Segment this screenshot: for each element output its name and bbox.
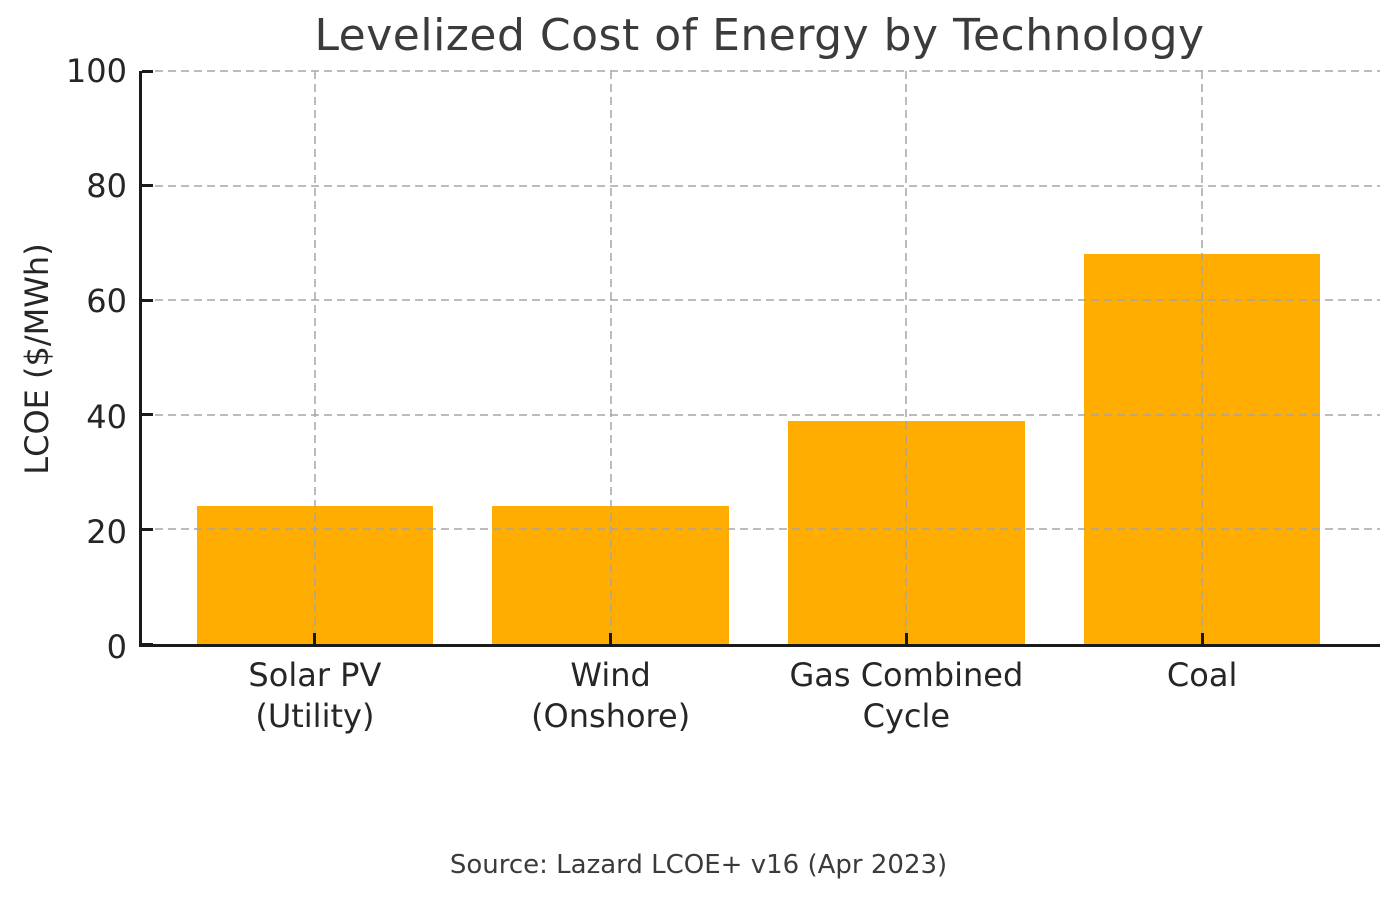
category-slot-wind-onshore: Wind (Onshore) xyxy=(463,71,759,735)
y-tick-labels: 0 20 40 60 80 100 xyxy=(0,55,127,663)
source-note: Source: Lazard LCOE+ v16 (Apr 2023) xyxy=(449,850,948,880)
bar-solar-pv-utility xyxy=(196,506,434,644)
category-slot-gas-combined-cycle: Gas Combined Cycle xyxy=(759,71,1055,735)
category-slot-coal: Coal xyxy=(1054,71,1350,694)
y-tick-label-80: 80 xyxy=(86,167,127,206)
x-tick-label-solar-pv-utility: Solar PV (Utility) xyxy=(248,656,382,735)
x-tick-label-coal: Coal xyxy=(1166,656,1238,694)
bar-coal xyxy=(1083,254,1321,644)
y-tick-label-0: 0 xyxy=(106,628,127,666)
bar-wind-onshore xyxy=(492,506,729,644)
y-tick-label-60: 60 xyxy=(86,282,127,321)
x-tick-label-gas-combined-cycle: Gas Combined Cycle xyxy=(789,656,1024,735)
y-tick-label-100: 100 xyxy=(65,52,127,90)
y-tick-label-20: 20 xyxy=(86,512,127,551)
chart-title: Levelized Cost of Energy by Technology xyxy=(314,10,1205,61)
y-tick-label-40: 40 xyxy=(86,397,127,436)
bar-gas-combined-cycle xyxy=(788,420,1025,644)
category-slot-solar-pv-utility: Solar PV (Utility) xyxy=(167,71,463,735)
x-tick-label-wind-onshore: Wind (Onshore) xyxy=(531,656,691,735)
plot-slots: Solar PV (Utility) Wind (Onshore) Gas Combin… xyxy=(142,71,1380,735)
plot-area: Solar PV (Utility) Wind (Onshore) Gas Combin… xyxy=(139,69,1380,735)
